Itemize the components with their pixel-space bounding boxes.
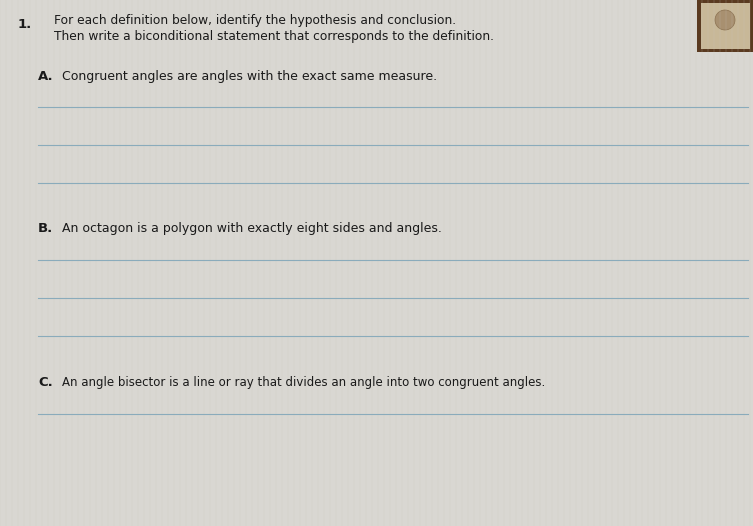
Text: An angle bisector is a line or ray that divides an angle into two congruent angl: An angle bisector is a line or ray that … [62, 376, 545, 389]
Text: B.: B. [38, 222, 53, 235]
Text: Congruent angles are angles with the exact same measure.: Congruent angles are angles with the exa… [62, 70, 437, 83]
Text: A.: A. [38, 70, 53, 83]
Bar [697, 0, 753, 52]
Text: An octagon is a polygon with exactly eight sides and angles.: An octagon is a polygon with exactly eig… [62, 222, 442, 235]
Text: 1.: 1. [18, 18, 32, 31]
Text: For each definition below, identify the hypothesis and conclusion.: For each definition below, identify the … [54, 14, 456, 27]
Bar [701, 3, 750, 49]
Text: C.: C. [38, 376, 53, 389]
Circle shape [715, 10, 735, 30]
Text: Then write a biconditional statement that corresponds to the definition.: Then write a biconditional statement tha… [54, 30, 494, 43]
